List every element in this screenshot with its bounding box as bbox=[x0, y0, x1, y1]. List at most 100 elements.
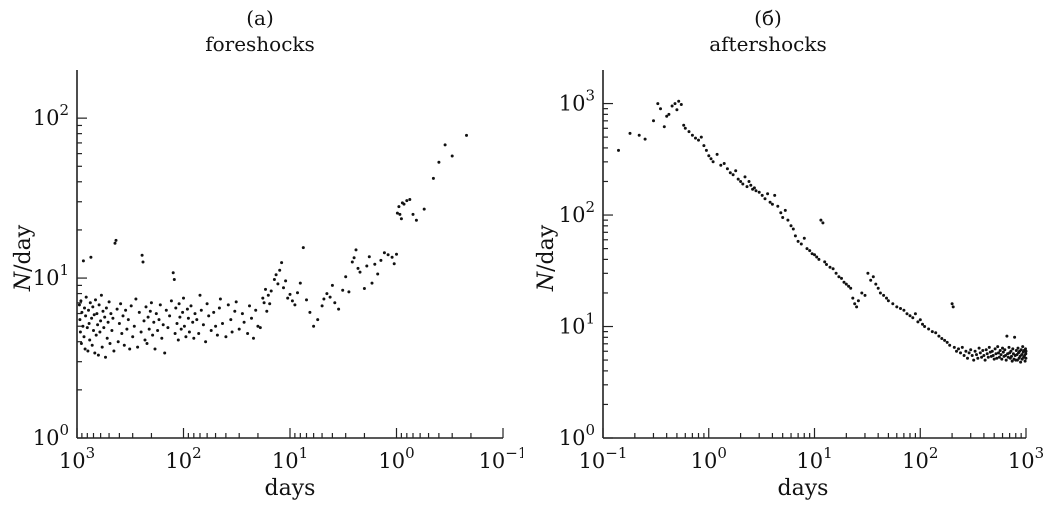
data-point bbox=[268, 302, 272, 306]
data-point bbox=[709, 157, 713, 161]
y-axis-label-rest: /day bbox=[11, 224, 36, 272]
data-point bbox=[749, 183, 753, 187]
data-point bbox=[186, 316, 190, 320]
data-point bbox=[95, 312, 99, 316]
data-point bbox=[316, 318, 320, 322]
foreshocks-chart: (a) foreshocks days N/day 103 102 101 100 10… bbox=[11, 6, 523, 501]
data-point bbox=[617, 148, 620, 152]
data-point bbox=[895, 305, 899, 309]
data-point bbox=[951, 305, 955, 309]
data-point bbox=[367, 255, 371, 259]
data-point bbox=[112, 349, 116, 353]
data-point bbox=[140, 253, 144, 257]
data-point bbox=[1021, 345, 1025, 349]
data-point bbox=[741, 182, 745, 186]
data-point bbox=[293, 303, 297, 307]
y-axis-ticks: 100 101 102 bbox=[33, 101, 87, 450]
data-point bbox=[992, 357, 996, 361]
data-point bbox=[768, 200, 772, 204]
data-point bbox=[298, 281, 302, 285]
data-point bbox=[930, 330, 934, 334]
data-point bbox=[226, 303, 230, 307]
data-point bbox=[891, 302, 895, 306]
data-point bbox=[967, 351, 971, 355]
data-point bbox=[179, 327, 183, 331]
data-point bbox=[970, 354, 974, 357]
data-point bbox=[330, 283, 334, 287]
data-point bbox=[102, 326, 106, 330]
data-point bbox=[783, 208, 787, 212]
data-point bbox=[834, 271, 838, 275]
data-point bbox=[145, 342, 149, 345]
data-point bbox=[847, 284, 851, 288]
data-point bbox=[376, 272, 380, 276]
data-point bbox=[1024, 352, 1028, 356]
data-point bbox=[876, 286, 880, 290]
data-point bbox=[443, 143, 447, 147]
data-point bbox=[905, 312, 909, 316]
data-point bbox=[79, 299, 83, 303]
data-point bbox=[667, 112, 671, 116]
x-tick-label: 10−1 bbox=[479, 444, 523, 473]
x-axis-label: days bbox=[265, 476, 316, 501]
data-point bbox=[341, 288, 345, 292]
data-point bbox=[679, 103, 683, 106]
data-point bbox=[276, 282, 280, 286]
data-point bbox=[763, 197, 767, 201]
data-point bbox=[760, 193, 764, 197]
data-point bbox=[182, 296, 185, 300]
data-point bbox=[985, 352, 989, 356]
data-point bbox=[855, 305, 859, 309]
aftershocks-chart: (б) aftershocks days N/day 10−1 100 101 102… bbox=[534, 6, 1044, 501]
data-point bbox=[325, 292, 329, 296]
data-point bbox=[962, 354, 966, 357]
data-point bbox=[84, 295, 88, 299]
data-point bbox=[272, 278, 276, 281]
data-point bbox=[731, 173, 735, 177]
data-point bbox=[697, 138, 700, 142]
data-point bbox=[1009, 349, 1013, 353]
data-point bbox=[128, 347, 132, 351]
data-point bbox=[278, 268, 282, 272]
data-point bbox=[943, 338, 947, 342]
data-point bbox=[851, 296, 855, 300]
data-point bbox=[94, 333, 98, 337]
data-point bbox=[116, 340, 120, 344]
data-point bbox=[996, 345, 1000, 349]
data-point bbox=[1024, 356, 1028, 360]
data-point bbox=[354, 248, 358, 252]
data-point bbox=[234, 300, 238, 304]
data-point bbox=[957, 347, 960, 351]
data-point bbox=[966, 356, 969, 360]
data-point bbox=[125, 327, 129, 331]
data-point bbox=[977, 346, 981, 350]
data-point bbox=[156, 329, 160, 332]
data-point bbox=[370, 281, 374, 285]
data-point bbox=[670, 104, 674, 108]
data-point bbox=[1001, 350, 1005, 354]
data-point bbox=[656, 102, 660, 106]
data-point bbox=[815, 255, 819, 259]
data-point bbox=[258, 326, 262, 330]
data-point bbox=[1016, 346, 1020, 350]
data-point bbox=[781, 216, 785, 219]
data-point bbox=[214, 324, 218, 328]
y-tick-label: 100 bbox=[33, 421, 69, 450]
data-point bbox=[796, 239, 800, 243]
data-point bbox=[673, 102, 677, 106]
y-tick-label: 102 bbox=[559, 198, 595, 227]
data-point bbox=[1013, 335, 1017, 339]
data-point bbox=[978, 351, 982, 355]
data-point bbox=[789, 224, 793, 228]
chart-title: foreshocks bbox=[205, 32, 315, 56]
data-point bbox=[743, 175, 747, 179]
data-point bbox=[87, 308, 90, 312]
data-point bbox=[950, 302, 954, 306]
data-point bbox=[362, 287, 366, 290]
data-point bbox=[151, 333, 155, 337]
y-tick-label: 103 bbox=[559, 87, 595, 116]
data-point bbox=[197, 332, 201, 335]
data-point bbox=[365, 264, 369, 268]
data-point bbox=[665, 114, 669, 118]
data-point bbox=[878, 291, 882, 295]
